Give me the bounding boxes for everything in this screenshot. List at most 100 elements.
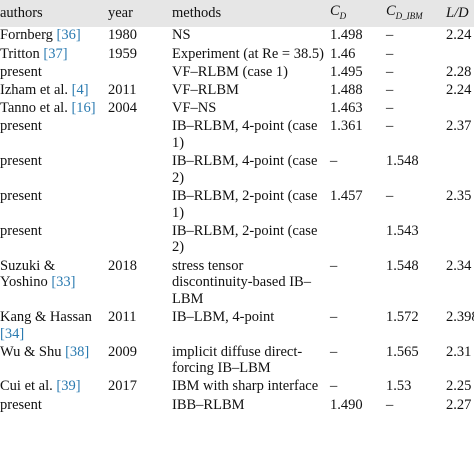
cd-cell: 1.457 <box>330 187 363 204</box>
table-row: Wu & Shu [38] 2009 implicit diffuse direct… <box>0 344 474 379</box>
ld-cell: 2.28 <box>446 63 472 80</box>
author-cell: Kang & Hassan [34] <box>0 309 105 344</box>
method-cell: Experiment (at Re = 38.5) <box>172 45 324 62</box>
author: Wu & Shu <box>0 343 62 360</box>
method-cell: VF–RLBM <box>172 82 239 99</box>
table-row: Fornberg [36] 1980 NS 1.498–2.24 <box>0 27 474 45</box>
cd-cell: – <box>330 153 338 170</box>
year-cell <box>105 118 169 153</box>
method-cell: NS <box>172 27 191 44</box>
ld-cell: 2.24 <box>446 82 472 99</box>
table-row: present IB–RLBM, 2-point (case 1) 1.457 – 2.… <box>0 188 474 223</box>
method-cell: IBB–RLBM <box>172 396 245 413</box>
reference-link: [39] <box>56 378 81 395</box>
author: Fornberg <box>0 27 53 44</box>
header-subscript: D <box>339 10 347 21</box>
cd-cell: – <box>330 257 338 274</box>
method-cell: IB–RLBM, 4-point (case 1) <box>172 118 318 152</box>
header-row: authors year methods CD CD_IBM L/D <box>0 0 474 28</box>
author-cell: present <box>0 223 105 258</box>
author-cell: Izham et al. [4] <box>0 82 105 100</box>
author-cell: present <box>0 188 105 223</box>
table-row: present VF–RLBM (case 1) 1.495 – 2.28 <box>0 64 474 82</box>
author-cell: Fornberg [36] <box>0 27 105 45</box>
year-cell <box>105 397 169 415</box>
header-symbol: C <box>330 3 340 19</box>
table-row: present IB–RLBM, 2-point (case 2) 1.543 <box>0 223 474 258</box>
reference-link: [34] <box>0 325 25 342</box>
table-row: Suzuki & Yoshino [33] 2018 stress tensor d… <box>0 258 474 309</box>
cd-cell: 1.488 <box>330 82 363 99</box>
method-cell: VF–NS <box>172 100 217 117</box>
year-cell: 2004 <box>108 100 137 117</box>
author: Kang & Hassan <box>0 308 92 325</box>
cdibm-cell: – <box>386 100 394 117</box>
cd-cell: – <box>330 308 338 325</box>
reference-link: [36] <box>56 27 81 44</box>
column-header: CD_IBM <box>383 0 443 28</box>
table-row: present IBB–RLBM 1.490 – 2.27 <box>0 397 474 415</box>
author-cell: Tritton [37] <box>0 46 105 64</box>
table-row: Kang & Hassan [34] 2011 IB–LBM, 4-point –1.… <box>0 309 474 344</box>
ld-cell <box>443 46 474 64</box>
cdibm-cell: 1.565 <box>386 343 419 360</box>
table-row: Cui et al. [39] 2017 IBM with sharp interf… <box>0 378 474 396</box>
year-cell <box>105 64 169 82</box>
header-symbol: C <box>386 3 396 19</box>
ld-cell <box>443 223 474 258</box>
author: present <box>0 222 42 239</box>
ld-cell: 2.25 <box>446 378 472 395</box>
cdibm-cell: 1.548 <box>386 257 419 274</box>
cdibm-cell: – <box>386 187 394 204</box>
ld-cell: 2.35 <box>446 187 472 204</box>
year-cell: 2009 <box>108 343 137 360</box>
table-row: Izham et al. [4] 2011 VF–RLBM 1.488–2.24 <box>0 82 474 100</box>
author-cell: present <box>0 118 105 153</box>
cdibm-cell: – <box>386 45 394 62</box>
year-cell: 2017 <box>108 378 137 395</box>
method-cell: implicit diffuse direct-forcing IB–LBM <box>172 343 303 377</box>
cdibm-cell: – <box>386 118 394 135</box>
cdibm-cell: – <box>386 82 394 99</box>
table-body: Fornberg [36] 1980 NS 1.498–2.24 Tritton [37… <box>0 27 474 414</box>
reference-link: [4] <box>71 82 89 99</box>
cd-cell: 1.463 <box>330 100 363 117</box>
author-cell: Tanno et al. [16] <box>0 100 105 118</box>
cd-cell: 1.490 <box>330 396 363 413</box>
column-header: year <box>105 0 169 28</box>
ld-cell: 2.398 <box>446 308 474 325</box>
ld-cell <box>443 100 474 118</box>
year-cell <box>105 223 169 258</box>
column-header: CD <box>327 0 383 28</box>
column-header: methods <box>169 0 327 28</box>
year-cell: 2011 <box>108 308 137 325</box>
method-cell: IB–LBM, 4-point <box>172 308 275 325</box>
table-row: Tritton [37] 1959 Experiment (at Re = 38.5… <box>0 46 474 64</box>
author: present <box>0 63 42 80</box>
year-cell: 1980 <box>108 27 137 44</box>
ld-cell: 2.24 <box>446 27 472 44</box>
method-cell: IBM with sharp interface <box>172 378 319 395</box>
author: present <box>0 187 42 204</box>
reference-link: [37] <box>43 45 68 62</box>
column-header: authors <box>0 0 105 28</box>
author: Izham et al. <box>0 82 69 99</box>
method-cell: stress tensor discontinuity-based IB–LBM <box>172 257 311 307</box>
cdibm-cell: 1.548 <box>386 153 419 170</box>
cd-cell: – <box>330 343 338 360</box>
author: Cui et al. <box>0 378 53 395</box>
author: Tanno et al. <box>0 100 68 117</box>
cd-cell: 1.495 <box>330 63 363 80</box>
author: Suzuki & Yoshino <box>0 257 56 291</box>
table-row: present IB–RLBM, 4-point (case 2) – 1.548 <box>0 153 474 188</box>
method-cell: IB–RLBM, 2-point (case 1) <box>172 187 318 221</box>
year-cell: 2011 <box>108 82 137 99</box>
cdibm-cell: 1.543 <box>386 222 419 239</box>
table-row: Tanno et al. [16] 2004 VF–NS 1.463 – <box>0 100 474 118</box>
column-header: L/D <box>443 0 474 28</box>
year-cell: 1959 <box>108 45 137 62</box>
author-cell: present <box>0 153 105 188</box>
method-cell: IB–RLBM, 2-point (case 2) <box>172 222 318 256</box>
cd-cell <box>327 223 383 258</box>
